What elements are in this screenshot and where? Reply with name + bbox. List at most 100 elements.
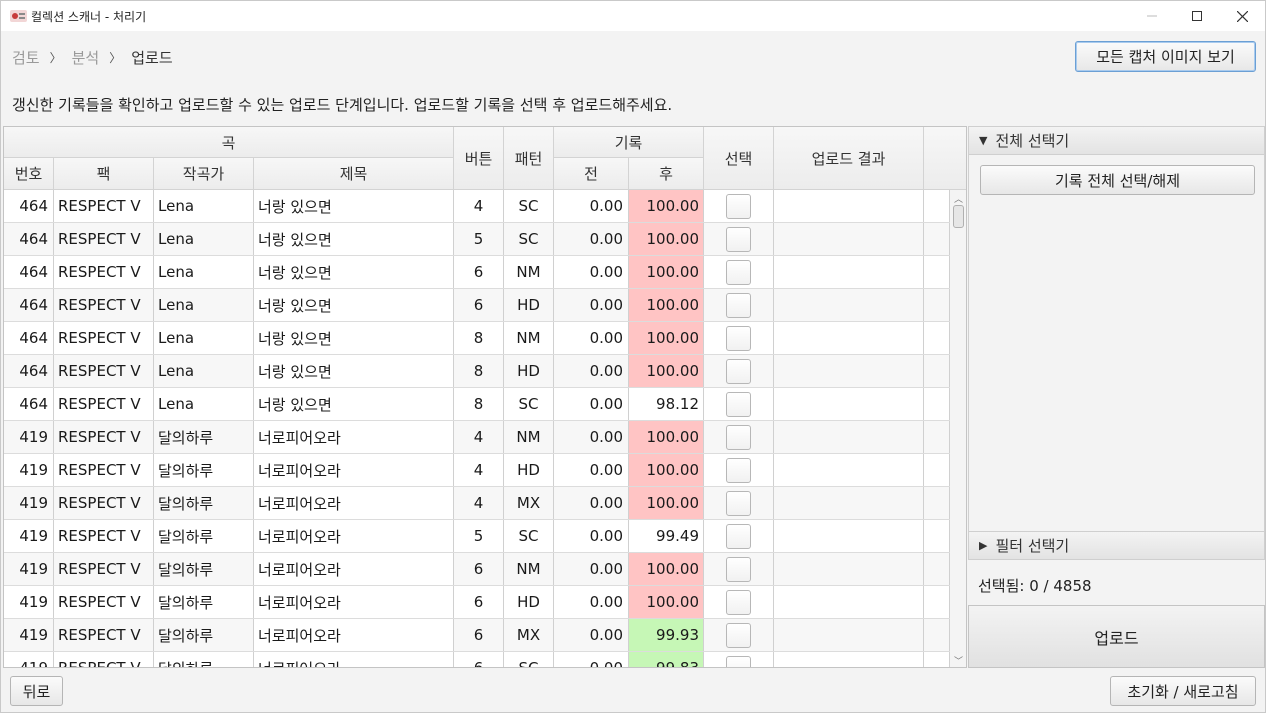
cell-composer: 달의하루 — [154, 520, 254, 552]
table-row[interactable]: 464 RESPECT V Lena 너랑 있으면 6 NM 0.00 100.00 — [4, 256, 950, 289]
row-select-checkbox[interactable] — [726, 655, 751, 667]
upload-button[interactable]: 업로드 — [968, 605, 1265, 668]
header-group-song: 곡 — [4, 127, 454, 158]
header-buttons[interactable]: 버튼 — [454, 127, 504, 190]
cell-pack: RESPECT V — [54, 322, 154, 354]
view-all-captures-button[interactable]: 모든 캡처 이미지 보기 — [1075, 41, 1256, 72]
cell-before: 0.00 — [554, 421, 629, 453]
cell-number: 419 — [4, 454, 54, 486]
reset-refresh-button[interactable]: 초기화 / 새로고침 — [1110, 676, 1256, 706]
scroll-thumb[interactable] — [953, 205, 964, 228]
row-select-checkbox[interactable] — [726, 490, 751, 516]
cell-after: 100.00 — [629, 289, 704, 321]
row-select-checkbox[interactable] — [726, 622, 751, 648]
table-row[interactable]: 464 RESPECT V Lena 너랑 있으면 8 NM 0.00 100.00 — [4, 322, 950, 355]
row-select-checkbox[interactable] — [726, 556, 751, 582]
table-scrollbar[interactable]: ︿ ﹀ — [950, 190, 966, 667]
back-button[interactable]: 뒤로 — [10, 676, 63, 706]
row-select-checkbox[interactable] — [726, 226, 751, 252]
header-pack[interactable]: 팩 — [54, 158, 154, 190]
cell-filler — [924, 190, 950, 222]
cell-upload-result — [774, 553, 924, 585]
row-select-checkbox[interactable] — [726, 193, 751, 219]
table-row[interactable]: 419 RESPECT V 달의하루 너로피어오라 4 MX 0.00 100.00 — [4, 487, 950, 520]
cell-number: 464 — [4, 289, 54, 321]
chevron-right-icon: 〉 — [49, 51, 62, 65]
maximize-icon — [1192, 11, 1202, 21]
cell-buttons: 6 — [454, 652, 504, 667]
cell-before: 0.00 — [554, 256, 629, 288]
cell-select — [704, 586, 774, 618]
cell-after: 100.00 — [629, 256, 704, 288]
cell-filler — [924, 355, 950, 387]
cell-composer: Lena — [154, 223, 254, 255]
breadcrumb-item-review[interactable]: 검토 — [12, 49, 40, 67]
row-select-checkbox[interactable] — [726, 391, 751, 417]
breadcrumb-item-analysis[interactable]: 분석 — [71, 49, 100, 67]
maximize-button[interactable] — [1174, 1, 1220, 31]
breadcrumb-item-upload: 업로드 — [131, 49, 173, 67]
breadcrumb: 검토 〉 분석 〉 업로드 — [12, 47, 173, 68]
table-row[interactable]: 464 RESPECT V Lena 너랑 있으면 8 SC 0.00 98.12 — [4, 388, 950, 421]
cell-filler — [924, 388, 950, 420]
header-after[interactable]: 후 — [629, 158, 704, 190]
cell-select — [704, 520, 774, 552]
row-select-checkbox[interactable] — [726, 292, 751, 318]
cell-composer: 달의하루 — [154, 487, 254, 519]
row-select-checkbox[interactable] — [726, 259, 751, 285]
close-button[interactable] — [1219, 1, 1265, 31]
cell-title: 너로피어오라 — [254, 619, 454, 651]
table-row[interactable]: 419 RESPECT V 달의하루 너로피어오라 6 MX 0.00 99.93 — [4, 619, 950, 652]
cell-composer: Lena — [154, 388, 254, 420]
table-row[interactable]: 419 RESPECT V 달의하루 너로피어오라 5 SC 0.00 99.49 — [4, 520, 950, 553]
table-row[interactable]: 464 RESPECT V Lena 너랑 있으면 6 HD 0.00 100.00 — [4, 289, 950, 322]
minimize-button[interactable] — [1129, 1, 1175, 31]
scroll-down-icon[interactable]: ﹀ — [954, 657, 964, 667]
cell-before: 0.00 — [554, 388, 629, 420]
toggle-select-all-button[interactable]: 기록 전체 선택/해제 — [980, 165, 1255, 195]
cell-select — [704, 190, 774, 222]
row-select-checkbox[interactable] — [726, 358, 751, 384]
cell-pack: RESPECT V — [54, 190, 154, 222]
cell-number: 464 — [4, 355, 54, 387]
cell-select — [704, 289, 774, 321]
app-logo-icon — [10, 10, 27, 22]
cell-filler — [924, 322, 950, 354]
cell-composer: Lena — [154, 289, 254, 321]
table-row[interactable]: 464 RESPECT V Lena 너랑 있으면 8 HD 0.00 100.00 — [4, 355, 950, 388]
row-select-checkbox[interactable] — [726, 523, 751, 549]
filter-panel-header[interactable]: ▶ 필터 선택기 — [968, 531, 1265, 560]
header-select[interactable]: 선택 — [704, 127, 774, 190]
minimize-icon — [1147, 15, 1157, 17]
header-composer[interactable]: 작곡가 — [154, 158, 254, 190]
cell-before: 0.00 — [554, 553, 629, 585]
cell-select — [704, 652, 774, 667]
table-row[interactable]: 419 RESPECT V 달의하루 너로피어오라 6 HD 0.00 100.00 — [4, 586, 950, 619]
cell-after: 100.00 — [629, 487, 704, 519]
header-upload-result[interactable]: 업로드 결과 — [774, 127, 924, 190]
header-number[interactable]: 번호 — [4, 158, 54, 190]
row-select-checkbox[interactable] — [726, 325, 751, 351]
cell-before: 0.00 — [554, 190, 629, 222]
table-row[interactable]: 419 RESPECT V 달의하루 너로피어오라 4 NM 0.00 100.00 — [4, 421, 950, 454]
table-row[interactable]: 419 RESPECT V 달의하루 너로피어오라 4 HD 0.00 100.00 — [4, 454, 950, 487]
row-select-checkbox[interactable] — [726, 457, 751, 483]
table-header: 곡 번호 팩 작곡가 제목 버튼 패턴 기록 전 후 선택 업로드 결과 — [4, 127, 966, 190]
table-row[interactable]: 464 RESPECT V Lena 너랑 있으면 5 SC 0.00 100.00 — [4, 223, 950, 256]
scroll-up-icon[interactable]: ︿ — [954, 195, 964, 205]
cell-title: 너로피어오라 — [254, 586, 454, 618]
table-row[interactable]: 464 RESPECT V Lena 너랑 있으면 4 SC 0.00 100.00 — [4, 190, 950, 223]
header-title[interactable]: 제목 — [254, 158, 454, 190]
cell-pattern: SC — [504, 223, 554, 255]
header-before[interactable]: 전 — [554, 158, 629, 190]
row-select-checkbox[interactable] — [726, 589, 751, 615]
cell-pattern: NM — [504, 322, 554, 354]
cell-composer: Lena — [154, 322, 254, 354]
table-row[interactable]: 419 RESPECT V 달의하루 너로피어오라 6 NM 0.00 100.00 — [4, 553, 950, 586]
cell-after: 100.00 — [629, 586, 704, 618]
cell-composer: 달의하루 — [154, 454, 254, 486]
select-all-panel-header[interactable]: ▼ 전체 선택기 — [968, 126, 1265, 155]
row-select-checkbox[interactable] — [726, 424, 751, 450]
header-pattern[interactable]: 패턴 — [504, 127, 554, 190]
